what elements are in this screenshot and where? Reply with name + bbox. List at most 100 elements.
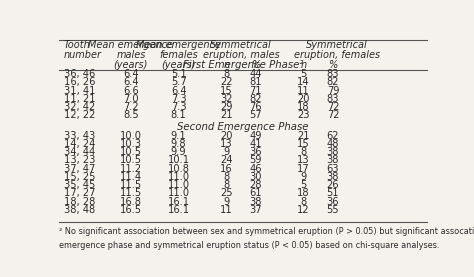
Text: 16: 16 xyxy=(220,164,233,174)
Text: 24: 24 xyxy=(220,155,233,165)
Text: 5: 5 xyxy=(301,180,307,190)
Text: 83: 83 xyxy=(327,94,339,104)
Text: 29: 29 xyxy=(220,102,233,112)
Text: 12: 12 xyxy=(297,205,310,215)
Text: 49: 49 xyxy=(249,131,262,141)
Text: (years): (years) xyxy=(114,60,148,70)
Text: 62: 62 xyxy=(327,131,339,141)
Text: 20: 20 xyxy=(297,94,310,104)
Text: 9: 9 xyxy=(301,172,307,182)
Text: 55: 55 xyxy=(327,205,339,215)
Text: 38: 38 xyxy=(327,155,339,165)
Text: 36, 46: 36, 46 xyxy=(64,69,95,79)
Text: 48: 48 xyxy=(327,139,339,149)
Text: 16.1: 16.1 xyxy=(168,197,190,207)
Text: 8.1: 8.1 xyxy=(171,110,186,120)
Text: (years): (years) xyxy=(162,60,196,70)
Text: 15: 15 xyxy=(220,86,233,96)
Text: 21: 21 xyxy=(297,131,310,141)
Text: 11.0: 11.0 xyxy=(168,180,190,190)
Text: 36: 36 xyxy=(327,197,339,207)
Text: 8: 8 xyxy=(223,172,229,182)
Text: 33, 43: 33, 43 xyxy=(64,131,95,141)
Text: 8: 8 xyxy=(301,147,307,157)
Text: 11.0: 11.0 xyxy=(168,172,190,182)
Text: 15: 15 xyxy=(297,139,310,149)
Text: 11: 11 xyxy=(220,205,233,215)
Text: 8: 8 xyxy=(223,69,229,79)
Text: 46: 46 xyxy=(249,164,262,174)
Text: 5: 5 xyxy=(301,69,307,79)
Text: 7.2: 7.2 xyxy=(123,102,139,112)
Text: 16.8: 16.8 xyxy=(120,197,142,207)
Text: 81: 81 xyxy=(249,77,262,87)
Text: 13: 13 xyxy=(297,155,310,165)
Text: Mean emergence: Mean emergence xyxy=(89,40,173,50)
Text: 8: 8 xyxy=(223,180,229,190)
Text: number: number xyxy=(64,50,101,60)
Text: 8: 8 xyxy=(301,197,307,207)
Text: 9.1: 9.1 xyxy=(171,131,186,141)
Text: 26: 26 xyxy=(327,180,339,190)
Text: Second Emergence Phase: Second Emergence Phase xyxy=(177,122,309,132)
Text: 14, 24: 14, 24 xyxy=(64,139,95,149)
Text: 28: 28 xyxy=(249,180,262,190)
Text: 7.3: 7.3 xyxy=(171,94,186,104)
Text: 37: 37 xyxy=(249,205,262,215)
Text: 16, 26: 16, 26 xyxy=(64,77,95,87)
Text: 18, 28: 18, 28 xyxy=(64,197,95,207)
Text: 72: 72 xyxy=(327,102,339,112)
Text: Mean emergence: Mean emergence xyxy=(136,40,221,50)
Text: 22: 22 xyxy=(220,77,233,87)
Text: 32, 42: 32, 42 xyxy=(64,102,95,112)
Text: 82: 82 xyxy=(327,77,339,87)
Text: 9.9: 9.9 xyxy=(171,147,186,157)
Text: 10.1: 10.1 xyxy=(168,155,190,165)
Text: Symmetrical: Symmetrical xyxy=(210,40,272,50)
Text: 21: 21 xyxy=(220,110,233,120)
Text: 16.1: 16.1 xyxy=(168,205,190,215)
Text: 57: 57 xyxy=(249,110,262,120)
Text: 38: 38 xyxy=(249,197,262,207)
Text: 10.5: 10.5 xyxy=(120,147,142,157)
Text: 10.5: 10.5 xyxy=(120,155,142,165)
Text: 11: 11 xyxy=(297,86,310,96)
Text: 5.7: 5.7 xyxy=(171,77,186,87)
Text: 83: 83 xyxy=(327,69,339,79)
Text: 6.4: 6.4 xyxy=(171,86,186,96)
Text: 13: 13 xyxy=(220,139,233,149)
Text: 31, 41: 31, 41 xyxy=(64,86,95,96)
Text: 18: 18 xyxy=(297,102,310,112)
Text: 38: 38 xyxy=(327,172,339,182)
Text: 10.0: 10.0 xyxy=(120,131,142,141)
Text: 72: 72 xyxy=(327,110,339,120)
Text: 63: 63 xyxy=(327,164,339,174)
Text: 7.3: 7.3 xyxy=(171,102,186,112)
Text: 6.6: 6.6 xyxy=(123,86,139,96)
Text: 13, 23: 13, 23 xyxy=(64,155,95,165)
Text: 10.8: 10.8 xyxy=(168,164,190,174)
Text: n: n xyxy=(223,60,229,70)
Text: 36: 36 xyxy=(249,147,262,157)
Text: 11, 21: 11, 21 xyxy=(64,94,95,104)
Text: 23: 23 xyxy=(297,110,310,120)
Text: 16.5: 16.5 xyxy=(120,205,142,215)
Text: 5.1: 5.1 xyxy=(171,69,186,79)
Text: 6.4: 6.4 xyxy=(123,69,139,79)
Text: 59: 59 xyxy=(249,155,262,165)
Text: 30: 30 xyxy=(249,172,262,182)
Text: 61: 61 xyxy=(249,188,262,198)
Text: %: % xyxy=(328,60,337,70)
Text: 37, 47: 37, 47 xyxy=(64,164,95,174)
Text: 8.5: 8.5 xyxy=(123,110,139,120)
Text: males: males xyxy=(116,50,146,60)
Text: 44: 44 xyxy=(249,69,262,79)
Text: emergence phase and symmetrical eruption status (P < 0.05) based on chi-square a: emergence phase and symmetrical eruption… xyxy=(59,240,439,250)
Text: ² No significant association between sex and symmetrical eruption (P > 0.05) but: ² No significant association between sex… xyxy=(59,227,474,236)
Text: n: n xyxy=(301,60,307,70)
Text: 11.2: 11.2 xyxy=(120,164,142,174)
Text: 11.5: 11.5 xyxy=(120,188,142,198)
Text: 9: 9 xyxy=(223,197,229,207)
Text: 12, 22: 12, 22 xyxy=(64,110,95,120)
Text: females: females xyxy=(159,50,198,60)
